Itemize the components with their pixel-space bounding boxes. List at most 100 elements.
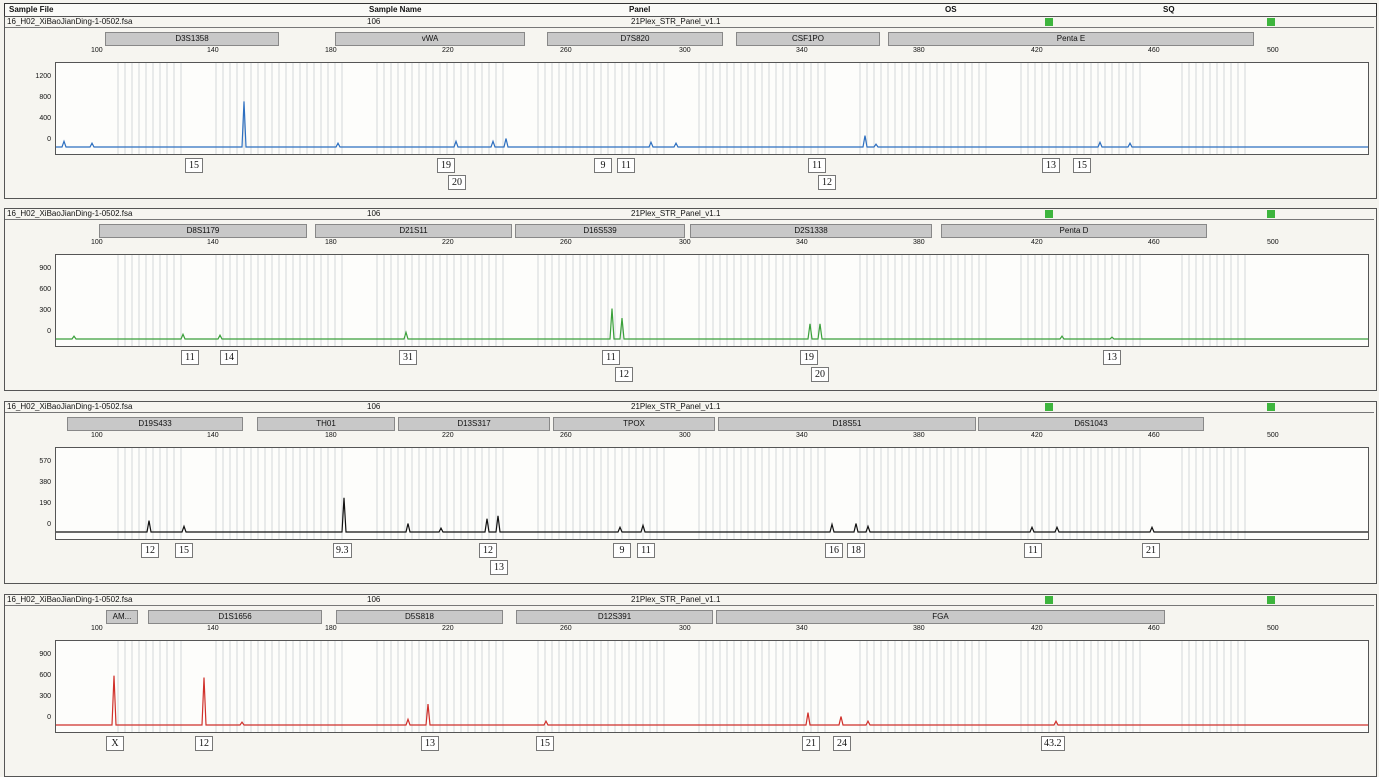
allele-call-label[interactable]: 12	[195, 736, 213, 751]
sample-file-name: 16_H02_XiBaoJianDing-1-0502.fsa	[7, 209, 133, 218]
size-scale-label: 100	[91, 625, 103, 632]
allele-call-label[interactable]: 14	[220, 350, 238, 365]
locus-marker[interactable]: D1S1656	[148, 610, 322, 624]
allele-call-label[interactable]: 12	[141, 543, 159, 558]
allele-call-label[interactable]: 9.3	[333, 543, 352, 558]
locus-marker[interactable]: TH01	[257, 417, 395, 431]
allele-call-label[interactable]: 13	[1103, 350, 1121, 365]
allele-call-label[interactable]: 43.2	[1041, 736, 1065, 751]
locus-marker[interactable]: D5S818	[336, 610, 503, 624]
trace-plot-area[interactable]	[55, 62, 1369, 155]
allele-call-label[interactable]: 15	[1073, 158, 1091, 173]
allele-call-label[interactable]: 19	[437, 158, 455, 173]
allele-call-label[interactable]: 12	[479, 543, 497, 558]
os-status-indicator	[1045, 403, 1053, 411]
allele-call-label[interactable]: 9	[594, 158, 612, 173]
electropherogram-panel[interactable]: 16_H02_XiBaoJianDing-1-0502.fsa 106 21Plex…	[4, 16, 1377, 199]
allele-call-label[interactable]: 18	[847, 543, 865, 558]
locus-marker[interactable]: D13S317	[398, 417, 550, 431]
panel-name: 21Plex_STR_Panel_v1.1	[631, 595, 721, 604]
allele-call-label[interactable]: 11	[181, 350, 199, 365]
size-scale-label: 340	[796, 47, 808, 54]
size-scale-label: 340	[796, 625, 808, 632]
panel-header[interactable]: Panel	[629, 5, 651, 14]
panel-titlebar: 16_H02_XiBaoJianDing-1-0502.fsa 106 21Plex…	[5, 17, 1374, 28]
allele-call-label[interactable]: X	[106, 736, 124, 751]
os-status-indicator	[1045, 18, 1053, 26]
locus-marker[interactable]: D3S1358	[105, 32, 279, 46]
electropherogram-panel[interactable]: 16_H02_XiBaoJianDing-1-0502.fsa 106 21Plex…	[4, 401, 1377, 584]
trace-plot-area[interactable]	[55, 640, 1369, 733]
locus-marker[interactable]: FGA	[716, 610, 1165, 624]
allele-call-label[interactable]: 13	[421, 736, 439, 751]
size-scale-label: 180	[325, 47, 337, 54]
trace-svg	[56, 448, 1368, 539]
sq-status-indicator	[1267, 596, 1275, 604]
sample-name: 106	[367, 402, 381, 411]
allele-call-label[interactable]: 19	[800, 350, 818, 365]
allele-call-label[interactable]: 11	[1024, 543, 1042, 558]
locus-marker[interactable]: D21S11	[315, 224, 512, 238]
allele-call-label[interactable]: 15	[175, 543, 193, 558]
allele-call-label[interactable]: 13	[1042, 158, 1060, 173]
size-scale-label: 380	[913, 432, 925, 439]
locus-marker[interactable]: D6S1043	[978, 417, 1204, 431]
allele-call-label[interactable]: 15	[536, 736, 554, 751]
size-scale-label: 260	[560, 47, 572, 54]
locus-marker[interactable]: D8S1179	[99, 224, 307, 238]
allele-call-label[interactable]: 13	[490, 560, 508, 575]
rfu-axis-label: 800	[39, 94, 51, 101]
locus-marker[interactable]: vWA	[335, 32, 525, 46]
electropherogram-panel[interactable]: 16_H02_XiBaoJianDing-1-0502.fsa 106 21Plex…	[4, 208, 1377, 391]
panel-name: 21Plex_STR_Panel_v1.1	[631, 17, 721, 26]
os-status-indicator	[1045, 210, 1053, 218]
rfu-axis-label: 0	[47, 714, 51, 721]
size-scale-label: 180	[325, 625, 337, 632]
locus-marker[interactable]: D18S51	[718, 417, 976, 431]
allele-call-label[interactable]: 20	[811, 367, 829, 382]
allele-call-label[interactable]: 9	[613, 543, 631, 558]
size-scale-label: 100	[91, 432, 103, 439]
locus-marker[interactable]: AM...	[106, 610, 138, 624]
size-scale-label: 380	[913, 625, 925, 632]
locus-marker[interactable]: D16S539	[515, 224, 685, 238]
rfu-axis-label: 600	[39, 286, 51, 293]
allele-call-label[interactable]: 21	[1142, 543, 1160, 558]
size-scale-label: 260	[560, 239, 572, 246]
trace-plot-area[interactable]	[55, 254, 1369, 347]
allele-call-label[interactable]: 31	[399, 350, 417, 365]
size-scale-label: 260	[560, 432, 572, 439]
allele-call-label[interactable]: 16	[825, 543, 843, 558]
allele-call-label[interactable]: 20	[448, 175, 466, 190]
rfu-axis-label: 0	[47, 521, 51, 528]
allele-call-label[interactable]: 12	[615, 367, 633, 382]
locus-marker[interactable]: D12S391	[516, 610, 713, 624]
allele-call-label[interactable]: 11	[602, 350, 620, 365]
allele-call-label[interactable]: 11	[617, 158, 635, 173]
allele-call-label[interactable]: 11	[637, 543, 655, 558]
locus-marker[interactable]: D7S820	[547, 32, 723, 46]
sq-status-indicator	[1267, 210, 1275, 218]
allele-call-label[interactable]: 21	[802, 736, 820, 751]
size-scale-label: 220	[442, 239, 454, 246]
size-scale-label: 140	[207, 239, 219, 246]
trace-plot-area[interactable]	[55, 447, 1369, 540]
allele-call-label[interactable]: 12	[818, 175, 836, 190]
locus-marker[interactable]: Penta D	[941, 224, 1207, 238]
size-scale-label: 460	[1148, 625, 1160, 632]
os-header[interactable]: OS	[945, 5, 957, 14]
rfu-axis-label: 900	[39, 265, 51, 272]
allele-call-label[interactable]: 11	[808, 158, 826, 173]
locus-marker[interactable]: TPOX	[553, 417, 715, 431]
locus-marker[interactable]: D19S433	[67, 417, 243, 431]
sq-header[interactable]: SQ	[1163, 5, 1175, 14]
sample-name-header[interactable]: Sample Name	[369, 5, 422, 14]
locus-marker[interactable]: CSF1PO	[736, 32, 880, 46]
allele-call-label[interactable]: 15	[185, 158, 203, 173]
electropherogram-panel[interactable]: 16_H02_XiBaoJianDing-1-0502.fsa 106 21Plex…	[4, 594, 1377, 777]
locus-marker[interactable]: Penta E	[888, 32, 1254, 46]
allele-call-label[interactable]: 24	[833, 736, 851, 751]
locus-marker[interactable]: D2S1338	[690, 224, 932, 238]
sample-file-header[interactable]: Sample File	[9, 5, 54, 14]
column-header: Sample File Sample Name Panel OS SQ	[4, 3, 1377, 17]
